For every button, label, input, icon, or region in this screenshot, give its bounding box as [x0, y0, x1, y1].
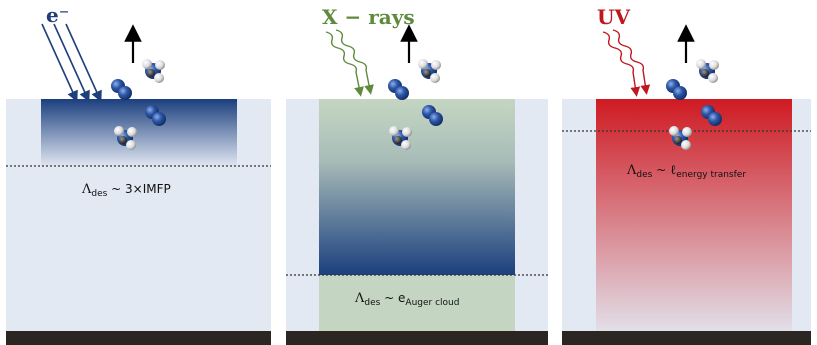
excitation-volume	[319, 99, 515, 275]
electron-beam-arrows	[41, 23, 102, 103]
ammonia-molecule-icon	[142, 59, 165, 83]
ammonia-molecule-icon	[696, 59, 719, 83]
panel-title: e⁻	[46, 3, 69, 27]
panel-xray: X − rays Λdes ~ eAuger cloud	[286, 5, 548, 345]
excitation-volume	[596, 99, 792, 331]
substrate	[286, 331, 548, 345]
panel-title: X − rays	[322, 5, 415, 29]
panel-uv: UV Λdes ~ ℓenergy transfer	[562, 5, 811, 345]
panel-electron: e⁻ Λdes ~ 3×IMFP	[6, 3, 271, 345]
desorption-length-label: Λdes ~ ℓenergy transfer	[626, 163, 746, 180]
wavy-uv-arrows	[602, 29, 651, 97]
ammonia-molecule-icon	[418, 59, 441, 83]
desorption-length-label: Λdes ~ eAuger cloud	[354, 291, 459, 308]
panel-title: UV	[597, 5, 630, 29]
nitrogen-molecule-icon	[388, 79, 409, 100]
substrate	[6, 331, 271, 345]
nitrogen-molecule-icon	[666, 79, 687, 100]
substrate	[562, 331, 811, 345]
wavy-xray-arrows	[325, 29, 374, 97]
excitation-volume	[41, 99, 237, 167]
desorption-length-label: Λdes ~ 3×IMFP	[81, 182, 171, 199]
nitrogen-molecule-icon	[111, 79, 132, 100]
